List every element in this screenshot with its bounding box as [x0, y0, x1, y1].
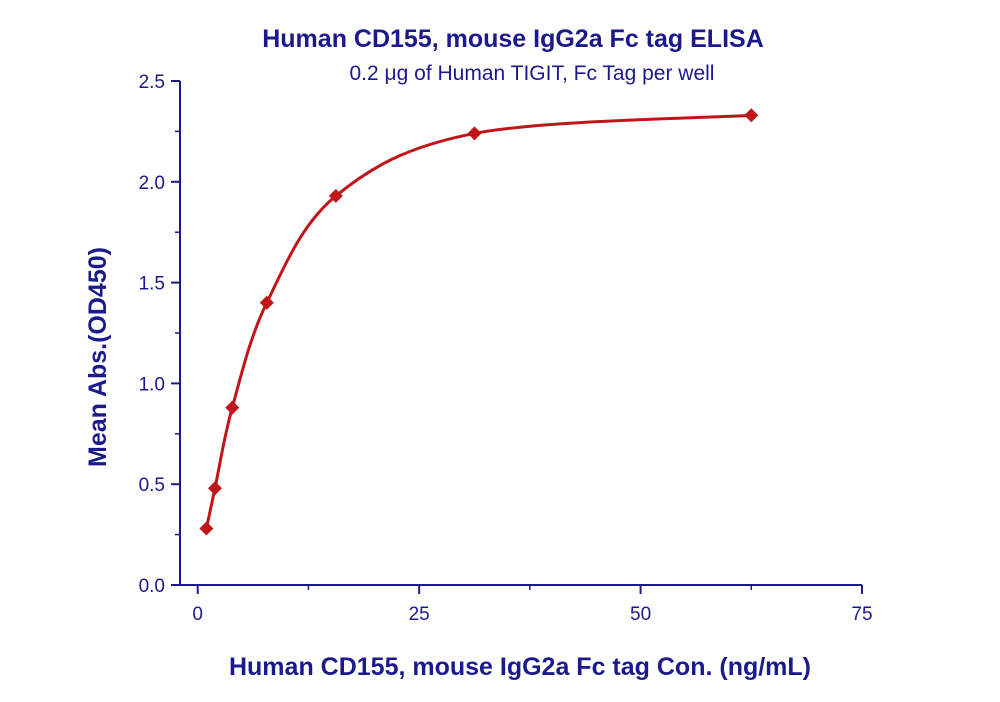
y-tick-label: 2.0: [139, 173, 165, 194]
chart-title: Human CD155, mouse IgG2a Fc tag ELISA: [262, 25, 764, 53]
x-tick-label: 50: [630, 604, 651, 625]
y-tick-label: 1.5: [139, 274, 165, 295]
x-tick-label: 0: [192, 604, 203, 625]
data-points: [199, 108, 759, 536]
y-tick-label: 0.0: [139, 576, 165, 597]
data-point-diamond: [259, 295, 274, 310]
x-axis-label: Human CD155, mouse IgG2a Fc tag Con. (ng…: [229, 653, 811, 681]
y-axis-label: Mean Abs.(OD450): [84, 247, 112, 467]
fit-curve-group: [204, 113, 752, 529]
chart-subtitle: 0.2 μg of Human TIGIT, Fc Tag per well: [350, 62, 715, 85]
data-point-diamond: [467, 126, 482, 141]
x-tick-label: 75: [851, 604, 872, 625]
data-point-diamond: [199, 521, 214, 536]
axes: 0.0 0.5 1.0 1.5 2.0 2.5 0 25 50 75: [139, 72, 873, 625]
y-tick-label: 1.0: [139, 374, 165, 395]
data-point-diamond: [744, 108, 759, 123]
fit-curve: [204, 113, 752, 529]
data-point-diamond: [225, 400, 240, 415]
y-tick-label: 2.5: [139, 72, 165, 93]
x-tick-label: 25: [409, 604, 430, 625]
data-point-diamond: [328, 188, 343, 203]
y-tick-label: 0.5: [139, 475, 165, 496]
data-point-diamond: [207, 481, 222, 496]
